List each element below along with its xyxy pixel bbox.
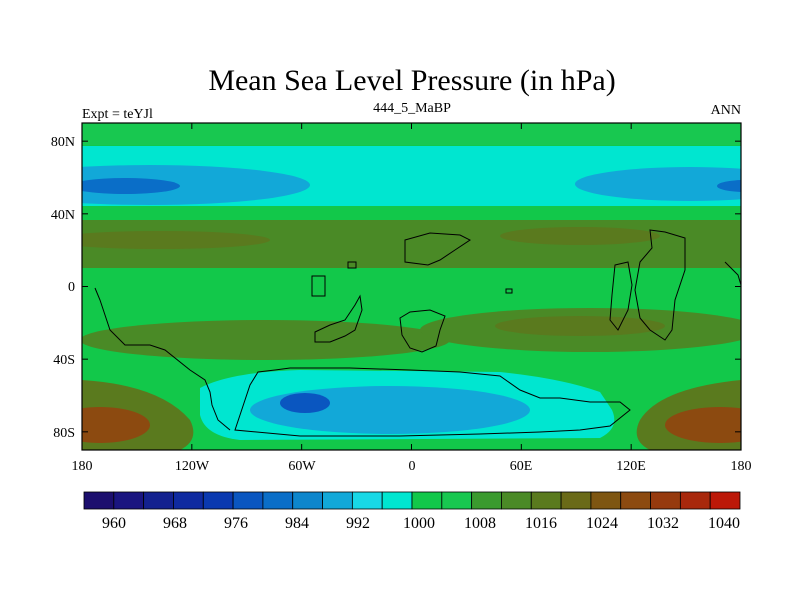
x-tick-label: 0	[409, 459, 416, 474]
coastline-east-pacific	[724, 261, 741, 286]
x-tick-label: 60W	[288, 459, 316, 474]
x-axis: 180 120W 60W 0 60E 120E 180	[72, 123, 752, 474]
colorbar-label: 1016	[525, 515, 557, 532]
colorbar-cell	[530, 491, 562, 510]
colorbar-cell	[232, 491, 264, 510]
colorbar-cell	[560, 491, 592, 510]
right-string: ANN	[711, 103, 741, 118]
south-high-west	[82, 320, 450, 360]
north-low-core-west	[82, 178, 180, 194]
colorbar-label: 1032	[647, 515, 679, 532]
x-tick-label: 60E	[510, 459, 533, 474]
x-tick-label: 120W	[175, 459, 210, 474]
colorbar-cell	[709, 491, 741, 510]
colorbar-label: 1040	[708, 515, 740, 532]
north-low-outer-west	[82, 165, 310, 205]
colorbar-cell	[381, 491, 413, 510]
coastline-africa	[399, 309, 446, 353]
north-low-outer-east	[575, 167, 741, 201]
coastline-africa-west	[404, 232, 471, 266]
colorbar-label: 992	[346, 515, 370, 532]
colorbar-cell	[441, 491, 473, 510]
coastline-island-small	[347, 261, 357, 269]
coastline-mid-atlantic	[314, 294, 363, 343]
colorbar-cell	[679, 491, 711, 510]
coastline-island-tiny	[505, 288, 513, 294]
colorbar-label: 984	[285, 515, 309, 532]
antarctic-low-core	[280, 393, 330, 413]
colorbar-cell	[173, 491, 204, 510]
y-tick-label: 40S	[53, 353, 75, 368]
south-high-core-east	[495, 316, 665, 336]
north-low-core-east	[717, 180, 741, 192]
colorbar-cell	[411, 491, 443, 510]
colorbar-cell	[590, 491, 622, 510]
colorbar-cell	[113, 491, 145, 510]
colorbar-label: 1008	[464, 515, 496, 532]
colorbar-label: 968	[163, 515, 187, 532]
coastline-island-north	[311, 275, 326, 297]
colorbar-label: 1000	[403, 515, 435, 532]
colorbar: 960 968 976 984 992 1000 1008 1016 1024 …	[83, 491, 741, 532]
y-tick-label: 80N	[51, 135, 75, 150]
colorbar-label: 960	[102, 515, 126, 532]
band-north-polar	[82, 123, 741, 145]
coastline-outlines	[94, 229, 741, 437]
center-string: 444_5_MaBP	[373, 101, 451, 116]
x-tick-label: 180	[731, 459, 752, 474]
colorbar-cell	[292, 491, 323, 510]
chart-title: Mean Sea Level Pressure (in hPa)	[208, 64, 615, 97]
colorbar-cell	[202, 491, 234, 510]
y-tick-marks	[82, 140, 741, 433]
y-tick-label: 0	[68, 280, 75, 295]
x-tick-marks	[81, 123, 742, 450]
south-polar-core-west	[82, 407, 150, 443]
coastline-antarctic	[234, 367, 631, 437]
colorbar-cell	[143, 491, 174, 510]
colorbar-cell	[650, 491, 681, 510]
north-high-core-west	[82, 231, 270, 249]
south-polar-core-east	[665, 407, 741, 443]
north-high-core-east	[500, 227, 660, 245]
colorbar-cell	[501, 491, 532, 510]
y-tick-label: 40N	[51, 208, 75, 223]
colorbar-cell	[262, 491, 294, 510]
colorbar-cell	[83, 491, 115, 510]
colorbar-cell	[351, 491, 383, 510]
colorbar-label: 1024	[586, 515, 618, 532]
colorbar-cells	[83, 491, 741, 510]
colorbar-label: 976	[224, 515, 248, 532]
left-string: Expt = teYJl	[82, 107, 153, 122]
map-panel: 180 120W 60W 0 60E 120E 180 80N 40N 0 40…	[51, 122, 752, 474]
x-tick-label: 180	[72, 459, 93, 474]
colorbar-cell	[471, 491, 502, 510]
x-tick-label: 120E	[616, 459, 646, 474]
colorbar-cell	[620, 491, 651, 510]
y-tick-label: 80S	[53, 426, 75, 441]
coastline-south-america	[94, 287, 231, 431]
colorbar-cell	[322, 491, 353, 510]
coastline-indonesia	[609, 261, 633, 331]
y-axis: 80N 40N 0 40S 80S	[51, 135, 741, 441]
coastline-australia-east	[634, 229, 686, 341]
pressure-field	[82, 123, 741, 450]
